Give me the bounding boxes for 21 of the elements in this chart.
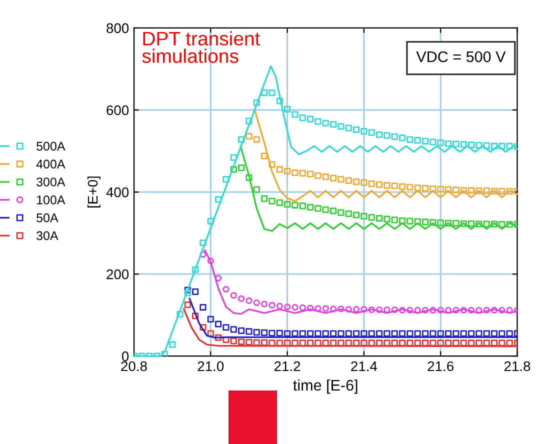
legend-label: 30A [36, 231, 58, 240]
x-tick-label: 21.0 [198, 361, 224, 372]
x-axis-title: time [E-6] [293, 379, 358, 394]
x-tick-label: 20.8 [121, 361, 147, 372]
y-axis-title: [E+0] [87, 176, 100, 208]
legend-label: 50A [36, 213, 58, 222]
x-tick-label: 21.6 [428, 361, 454, 372]
x-tick-label: 21.8 [504, 361, 530, 372]
legend-label: 300A [36, 178, 66, 186]
x-tick-label: 21.4 [351, 361, 378, 372]
annotation: VDC = 500 V [416, 51, 506, 62]
y-tick-label: 200 [106, 269, 129, 280]
y-tick-label: 800 [106, 23, 129, 34]
legend-label: 400A [36, 160, 66, 169]
legend-label: 500A [36, 142, 66, 151]
legend-label: 100A [37, 195, 66, 204]
y-tick-label: 400 [106, 187, 129, 198]
x-tick-label: 21.2 [274, 361, 300, 372]
y-tick-label: 600 [106, 105, 129, 116]
y-tick-label: 0 [122, 351, 129, 362]
annotation: DPT transient simulations [142, 31, 260, 63]
